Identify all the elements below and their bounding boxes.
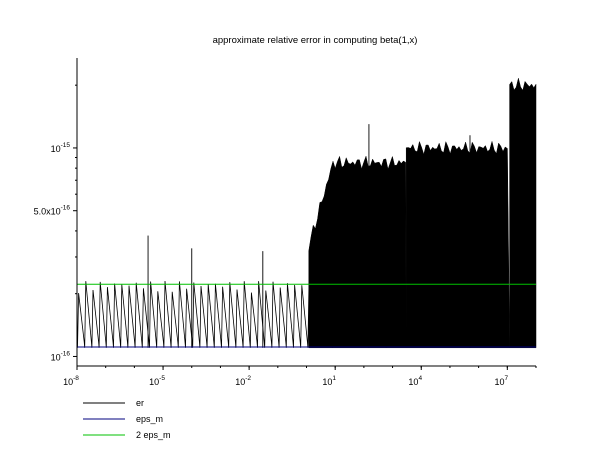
plot-area <box>76 78 537 349</box>
series-er-line <box>76 280 315 348</box>
series-er-band <box>405 140 510 349</box>
x-tick-label: 101 <box>322 375 336 387</box>
x-ticks: 10-8 10-5 10-2 101 104 107 <box>63 366 537 387</box>
legend-label-2-eps-m: 2 eps_m <box>136 430 171 440</box>
x-tick-label: 10-2 <box>235 375 251 387</box>
legend-label-er: er <box>136 398 144 408</box>
y-ticks: 10-16 5.0x10-16 10-15 <box>34 84 77 362</box>
y-tick-label: 5.0x10-16 <box>34 205 71 217</box>
x-tick-label: 10-5 <box>149 375 165 387</box>
series-er-band <box>308 155 407 349</box>
legend: er eps_m 2 eps_m <box>83 398 171 440</box>
y-tick-label: 10-15 <box>51 142 71 154</box>
chart-title: approximate relative error in computing … <box>213 35 418 46</box>
x-tick-label: 104 <box>408 375 422 387</box>
x-tick-label: 10-8 <box>63 375 79 387</box>
legend-label-eps-m: eps_m <box>136 414 163 424</box>
series-er-band <box>509 78 537 349</box>
x-tick-label: 107 <box>494 375 508 387</box>
y-tick-label: 10-16 <box>51 350 71 362</box>
